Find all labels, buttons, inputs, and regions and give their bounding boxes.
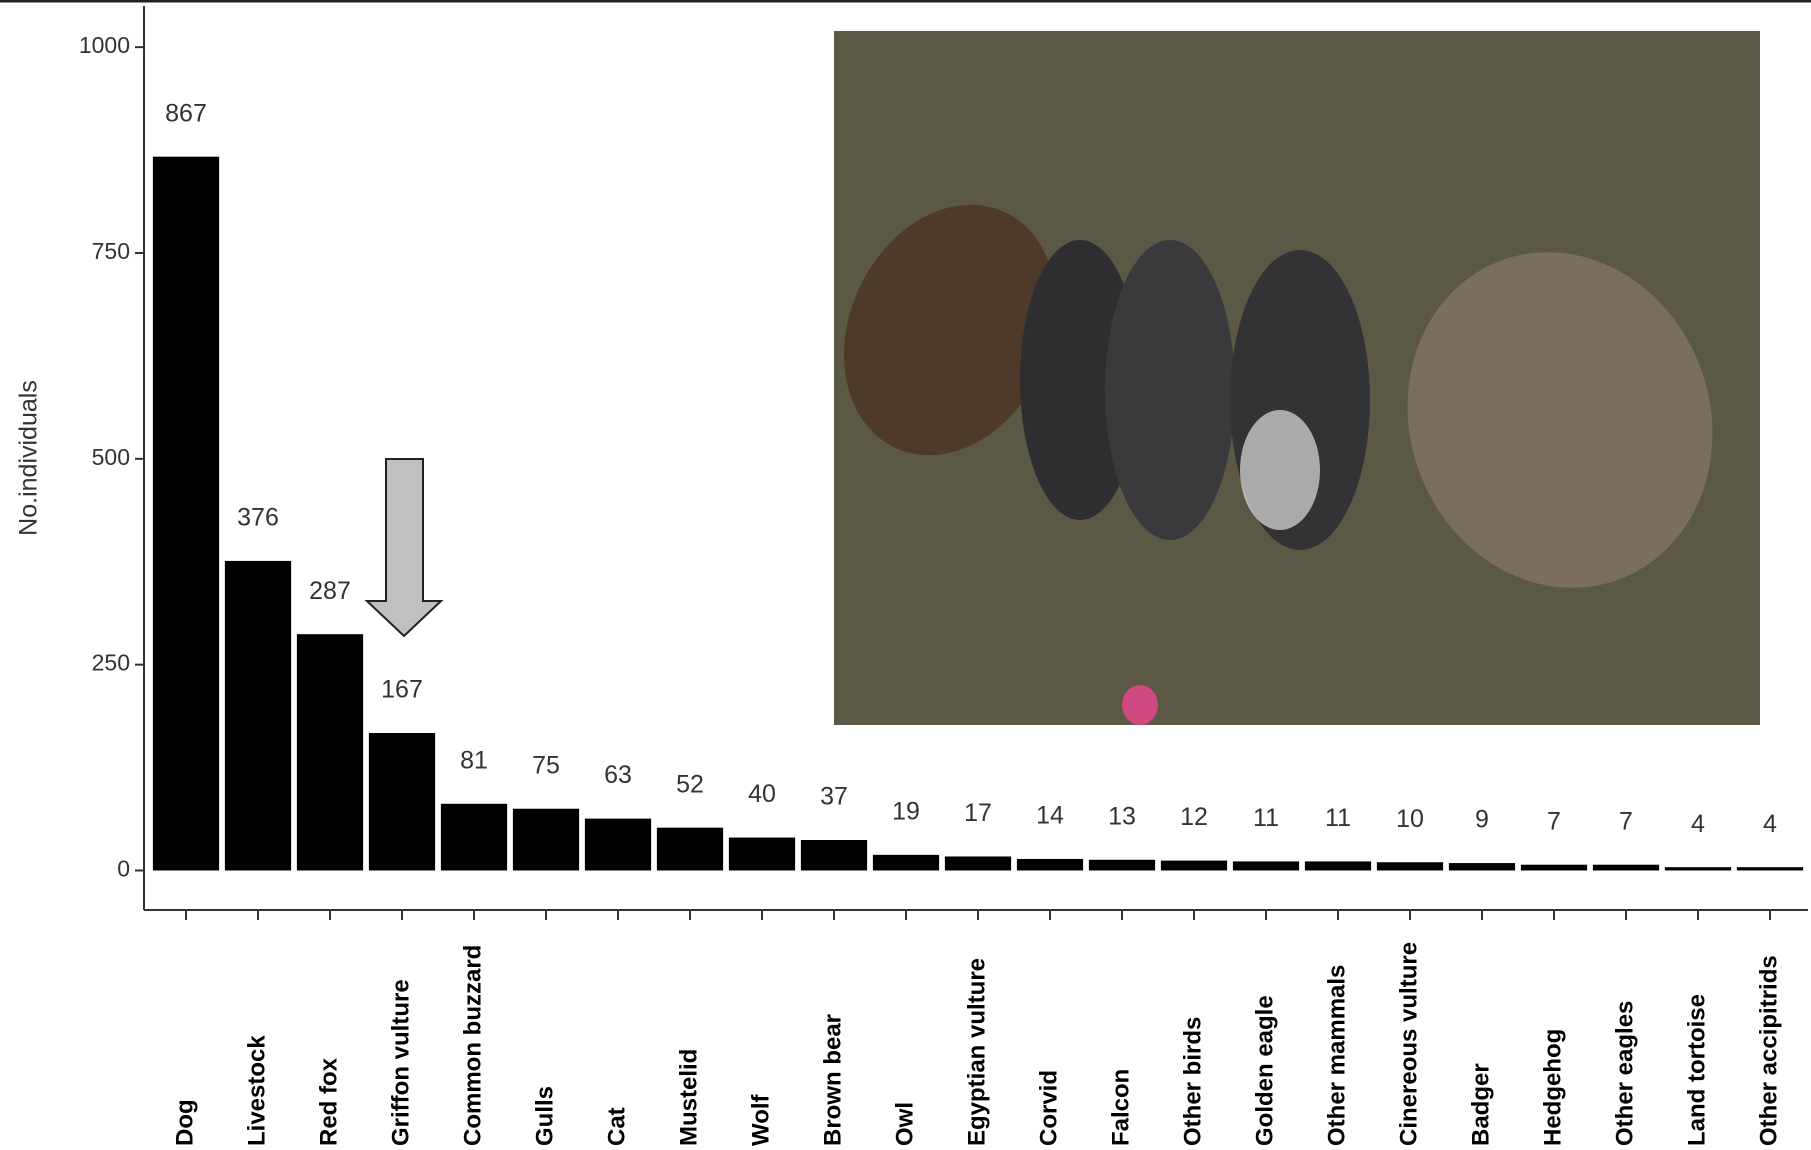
value-label: 10 xyxy=(1396,805,1424,833)
x-tick-label: Cat xyxy=(603,1107,630,1146)
x-tick-label: Brown bear xyxy=(819,1014,846,1146)
value-label: 287 xyxy=(309,577,351,605)
x-tick-label: Other mammals xyxy=(1323,965,1350,1146)
y-axis-title: No.individuals xyxy=(15,380,43,536)
bar xyxy=(1737,867,1803,870)
bar xyxy=(1089,860,1155,871)
x-tick-label: Land tortoise xyxy=(1683,994,1710,1146)
bar xyxy=(1305,861,1371,870)
bar xyxy=(153,157,219,871)
x-tick-label: Other birds xyxy=(1179,1017,1206,1146)
bar xyxy=(1233,861,1299,870)
x-tick-label: Livestock xyxy=(243,1035,270,1146)
value-label: 11 xyxy=(1325,804,1351,832)
bar xyxy=(585,819,651,871)
value-label: 11 xyxy=(1253,804,1279,832)
x-tick-label: Red fox xyxy=(315,1057,342,1146)
bar xyxy=(1449,863,1515,870)
bar xyxy=(1521,865,1587,871)
x-tick-label: Mustelid xyxy=(675,1049,702,1146)
value-label: 52 xyxy=(676,770,704,798)
x-tick-label: Common buzzard xyxy=(459,945,486,1146)
bar xyxy=(369,733,435,870)
bar xyxy=(729,838,795,871)
x-tick-label: Wolf xyxy=(747,1093,774,1146)
value-label: 19 xyxy=(892,797,920,825)
x-tick-label: Hedgehog xyxy=(1539,1029,1566,1146)
value-label: 40 xyxy=(748,780,776,808)
x-tick-label: Falcon xyxy=(1107,1069,1134,1146)
bar xyxy=(513,809,579,871)
value-label: 81 xyxy=(460,746,488,774)
bar xyxy=(657,828,723,871)
bar xyxy=(441,804,507,871)
y-tick-label: 750 xyxy=(92,238,130,264)
x-tick-label: Dog xyxy=(171,1099,198,1146)
value-label: 14 xyxy=(1036,802,1064,830)
value-label: 17 xyxy=(964,799,992,827)
bar xyxy=(225,561,291,871)
y-tick-label: 500 xyxy=(92,444,130,470)
value-label: 37 xyxy=(820,783,848,811)
y-tick-label: 1000 xyxy=(79,32,130,58)
value-label: 4 xyxy=(1763,810,1777,838)
value-label: 167 xyxy=(381,676,423,704)
value-label: 9 xyxy=(1475,806,1489,834)
bar xyxy=(297,634,363,870)
x-tick-label: Other accipitrids xyxy=(1755,955,1782,1146)
photo-bird xyxy=(1105,240,1235,540)
x-tick-label: Gulls xyxy=(531,1086,558,1146)
bar xyxy=(1161,861,1227,871)
value-label: 75 xyxy=(532,751,560,779)
value-label: 63 xyxy=(604,761,632,789)
y-tick-label: 250 xyxy=(92,650,130,676)
value-label: 13 xyxy=(1108,802,1136,830)
x-tick-label: Cinereous vulture xyxy=(1395,942,1422,1146)
x-tick-label: Golden eagle xyxy=(1251,995,1278,1146)
chart: No.individuals 0 250 500 750 1000 867 Dog 376 Li… xyxy=(0,0,1811,1150)
bar xyxy=(873,855,939,871)
value-label: 4 xyxy=(1691,810,1705,838)
value-label: 7 xyxy=(1619,807,1633,835)
bar xyxy=(1017,859,1083,871)
bar xyxy=(1377,862,1443,870)
page: No.individuals 0 250 500 750 1000 867 Dog 376 Li… xyxy=(0,0,1811,1150)
bar xyxy=(945,856,1011,870)
x-tick-label: Badger xyxy=(1467,1063,1494,1146)
photo-object xyxy=(1122,685,1158,725)
y-tick-label: 0 xyxy=(117,856,130,882)
photo xyxy=(804,31,1760,725)
photo-feathers xyxy=(1240,410,1320,530)
value-label: 867 xyxy=(165,99,207,127)
bar xyxy=(801,840,867,870)
bar xyxy=(1593,865,1659,871)
value-label: 376 xyxy=(237,504,279,532)
x-tick-label: Corvid xyxy=(1035,1070,1062,1146)
value-label: 7 xyxy=(1547,807,1561,835)
x-tick-label: Griffon vulture xyxy=(387,979,414,1146)
value-label: 12 xyxy=(1180,803,1208,831)
x-tick-label: Other eagles xyxy=(1611,1001,1638,1146)
x-tick-label: Egyptian vulture xyxy=(963,958,990,1146)
bar xyxy=(1665,867,1731,870)
x-tick-label: Owl xyxy=(891,1102,918,1146)
